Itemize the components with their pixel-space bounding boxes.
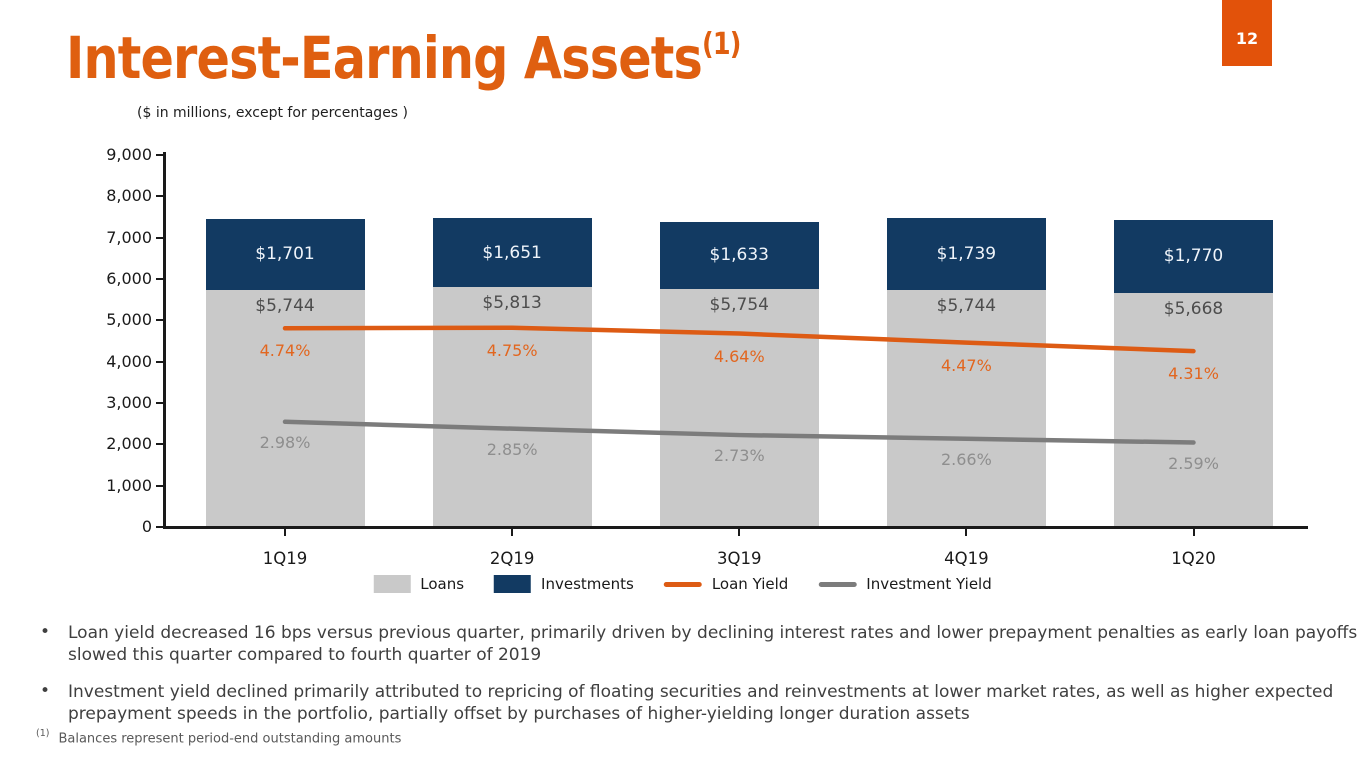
- investments-value-label: $1,701: [255, 244, 315, 265]
- loans-value-label: $5,668: [1163, 298, 1224, 319]
- investments-value-label: $1,770: [1163, 246, 1224, 267]
- x-axis-tick: [511, 527, 514, 536]
- page-title-text: Interest-Earning Assets: [66, 24, 703, 92]
- bar-investments-3Q19: [659, 221, 819, 290]
- loans-value-label: $5,813: [482, 292, 542, 313]
- page-title: Interest-Earning Assets(1): [66, 24, 741, 92]
- y-axis-tick-label: 7,000: [106, 227, 152, 247]
- bar-loans-1Q19: [205, 289, 365, 527]
- investments-value-label: $1,739: [936, 243, 997, 264]
- page-number: 12: [1235, 28, 1259, 48]
- x-axis-tick: [738, 527, 741, 536]
- bar-investments-4Q19: [886, 217, 1046, 290]
- legend-item-loans: Loans: [373, 575, 464, 593]
- y-axis-tick-label: 9,000: [106, 145, 152, 164]
- legend-item-investments: Investments: [494, 575, 634, 593]
- investment-yield-value-label: 2.73%: [713, 446, 765, 466]
- legend-label-investments: Investments: [541, 575, 634, 593]
- investments-value-label: $1,633: [709, 245, 769, 266]
- x-axis-category-label: 1Q19: [262, 549, 308, 568]
- y-axis-line: [163, 152, 166, 529]
- investments-value-label: $1,651: [482, 242, 542, 263]
- legend-item-loan-yield: Loan Yield: [663, 575, 789, 593]
- loan-yield-value-label: 4.47%: [940, 355, 992, 375]
- footnote-marker: (1): [36, 728, 50, 739]
- y-axis-tick-label: 3,000: [106, 393, 152, 412]
- x-axis-tick: [965, 527, 968, 536]
- y-axis-tick-label: 4,000: [106, 351, 152, 371]
- loans-value-label: $5,744: [936, 295, 997, 316]
- x-axis-category-label: 1Q20: [1171, 549, 1216, 568]
- y-axis-tick: [156, 319, 164, 322]
- footnote-text: Balances represent period-end outstandin…: [58, 731, 402, 747]
- loan-yield-value-label: 4.64%: [713, 346, 765, 366]
- legend-swatch-loan-yield: [663, 581, 702, 587]
- bullet-loan-yield: Loan yield decreased 16 bps versus previ…: [40, 621, 1365, 667]
- investment-yield-value-label: 2.85%: [486, 439, 538, 459]
- bar-loans-4Q19: [886, 289, 1046, 527]
- legend-swatch-investment-yield: [818, 581, 857, 587]
- bar-investments-1Q20: [1114, 219, 1273, 293]
- x-axis-tick: [284, 527, 286, 536]
- legend-item-investment-yield: Investment Yield: [818, 575, 992, 593]
- loan-yield-value-label: 4.74%: [259, 341, 311, 361]
- y-axis-tick-label: 8,000: [106, 186, 152, 206]
- loans-value-label: $5,744: [255, 295, 315, 316]
- y-axis-tick: [156, 443, 164, 446]
- bullet-investment-yield: Investment yield declined primarily attr…: [40, 680, 1365, 726]
- legend-label-loan-yield: Loan Yield: [711, 575, 789, 593]
- bar-investments-1Q19: [205, 219, 365, 290]
- y-axis-tick: [156, 360, 164, 363]
- commentary-bullets: Loan yield decreased 16 bps versus previ…: [38, 621, 1365, 726]
- legend-swatch-loans: [373, 575, 411, 593]
- bar-loans-3Q19: [659, 289, 819, 527]
- y-axis-tick-label: 5,000: [106, 310, 152, 330]
- x-axis-line: [163, 526, 1308, 529]
- bar-loans-1Q20: [1114, 292, 1273, 527]
- y-axis-tick: [156, 526, 164, 528]
- title-footnote-ref: (1): [702, 26, 741, 62]
- y-axis-tick: [156, 154, 164, 156]
- loan-yield-value-label: 4.31%: [1168, 364, 1219, 384]
- x-axis-tick: [1192, 527, 1195, 536]
- y-axis-tick: [156, 402, 164, 404]
- chart-legend: Loans Investments Loan Yield Investment Yie…: [373, 575, 992, 593]
- units-note: ($ in millions, except for percentages ): [137, 105, 409, 121]
- footnote: (1) Balances represent period-end outstan…: [36, 728, 402, 747]
- page-number-badge: 12: [1222, 0, 1272, 66]
- x-axis-category-label: 2Q19: [489, 549, 535, 568]
- bar-investments-2Q19: [432, 218, 592, 287]
- y-axis-tick-label: 0: [141, 517, 152, 536]
- investment-yield-value-label: 2.98%: [259, 432, 311, 452]
- loans-value-label: $5,754: [709, 295, 769, 316]
- y-axis-tick: [156, 278, 164, 280]
- y-axis-tick-label: 6,000: [106, 269, 152, 288]
- legend-swatch-investments: [494, 575, 532, 593]
- bar-loans-2Q19: [432, 286, 592, 527]
- y-axis-tick-label: 1,000: [106, 475, 152, 495]
- legend-label-investment-yield: Investment Yield: [866, 575, 992, 593]
- loan-yield-value-label: 4.75%: [486, 340, 538, 360]
- y-axis-tick: [156, 195, 164, 198]
- x-axis-category-label: 3Q19: [717, 549, 762, 568]
- legend-label-loans: Loans: [420, 575, 465, 593]
- investment-yield-value-label: 2.59%: [1168, 453, 1219, 473]
- x-axis-category-label: 4Q19: [944, 549, 989, 568]
- investment-yield-value-label: 2.66%: [940, 449, 992, 469]
- y-axis-tick: [156, 484, 164, 487]
- y-axis-tick: [156, 236, 164, 239]
- y-axis-tick-label: 2,000: [106, 434, 152, 454]
